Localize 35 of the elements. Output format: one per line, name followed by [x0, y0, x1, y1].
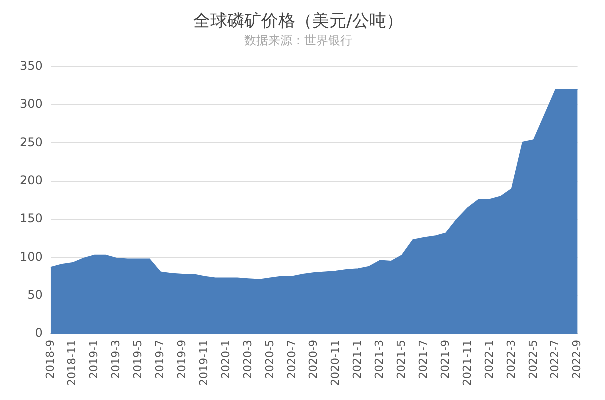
y-tick-label: 0 — [35, 326, 43, 340]
x-tick-label: 2018-9 — [44, 340, 57, 380]
x-tick-label: 2021-3 — [373, 340, 386, 380]
x-tick-label: 2022-3 — [504, 340, 518, 380]
x-tick-label: 2019-11 — [197, 340, 210, 386]
x-tick-label: 2018-11 — [66, 340, 79, 386]
x-tick-label: 2020-9 — [307, 340, 320, 380]
y-tick-label: 300 — [20, 97, 43, 112]
y-tick-label: 350 — [20, 58, 43, 73]
x-tick-label: 2019-7 — [154, 340, 167, 380]
y-tick-label: 100 — [20, 250, 43, 264]
x-tick-label: 2021-7 — [416, 340, 430, 380]
x-tick-label: 2022-7 — [548, 340, 562, 380]
x-tick-label: 2019-3 — [110, 340, 123, 380]
x-tick-label: 2020-7 — [285, 340, 298, 380]
y-tick-label: 250 — [20, 135, 43, 150]
x-tick-label: 2019-1 — [88, 340, 101, 380]
x-tick-label: 2019-5 — [132, 340, 145, 380]
y-tick-label: 50 — [28, 288, 43, 302]
x-tick-label: 2022-5 — [526, 340, 540, 380]
y-tick-label: 200 — [20, 173, 43, 188]
x-tick-label: 2021-9 — [438, 340, 452, 380]
x-tick-label: 2020-11 — [329, 340, 342, 386]
y-tick-label: 150 — [20, 212, 43, 226]
x-tick-label: 2020-3 — [241, 340, 254, 380]
x-tick-label: 2019-9 — [175, 340, 188, 380]
x-tick-label: 2021-1 — [351, 340, 364, 380]
x-tick-label: 2020-1 — [219, 340, 232, 380]
x-tick-label: 2020-5 — [263, 340, 276, 380]
x-tick-label: 2021-5 — [395, 340, 408, 380]
x-tick-label: 2021-11 — [460, 340, 474, 386]
x-tick-label: 2022-9 — [570, 340, 584, 380]
x-tick-label: 2022-1 — [482, 340, 496, 380]
chart-title: 全球磷矿价格（美元/公吨） — [194, 12, 404, 32]
chart-subtitle: 数据来源：世界银行 — [244, 34, 352, 48]
